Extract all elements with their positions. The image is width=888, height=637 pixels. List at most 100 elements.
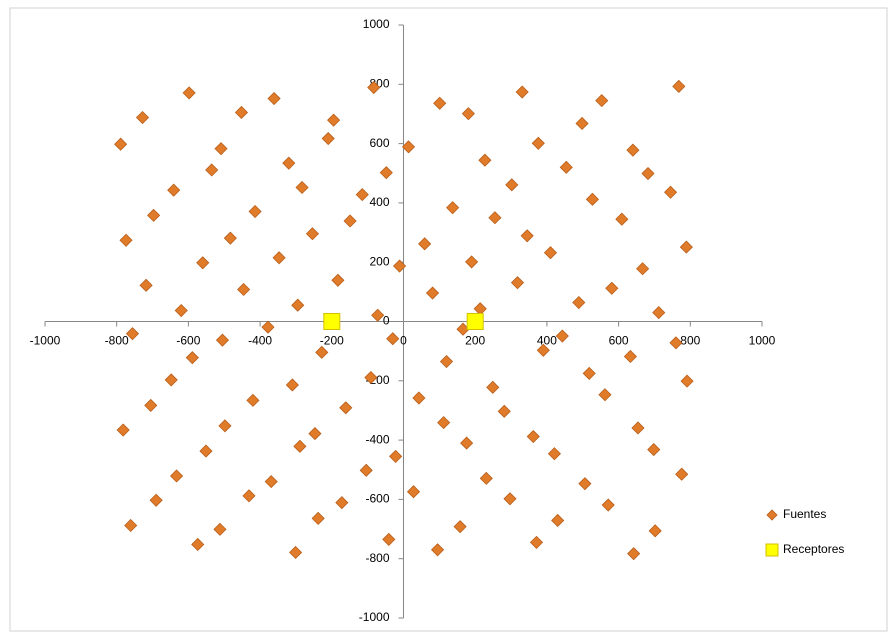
data-point xyxy=(626,143,640,157)
x-tick-label: 600 xyxy=(609,334,629,348)
data-point xyxy=(272,251,286,265)
legend-label: Fuentes xyxy=(783,507,826,521)
data-point xyxy=(679,240,693,254)
data-point xyxy=(248,204,262,219)
data-point xyxy=(164,373,178,387)
data-point xyxy=(371,308,385,322)
data-point xyxy=(595,94,609,108)
data-point xyxy=(585,192,599,206)
data-point xyxy=(641,166,655,181)
data-point xyxy=(167,183,181,197)
data-point xyxy=(680,374,694,388)
x-tick-label: -400 xyxy=(248,334,272,348)
data-point xyxy=(478,153,492,167)
data-point xyxy=(615,212,629,226)
y-tick-label: 200 xyxy=(369,254,389,268)
data-point xyxy=(605,281,619,295)
data-point xyxy=(412,391,426,405)
x-tick-label: 0 xyxy=(400,334,407,348)
data-point xyxy=(196,256,210,270)
legend-label: Receptores xyxy=(783,542,844,556)
data-point xyxy=(430,543,445,557)
data-point xyxy=(119,233,133,247)
data-point xyxy=(461,107,475,121)
data-point xyxy=(379,166,393,180)
x-tick-label: 400 xyxy=(537,334,557,348)
data-point xyxy=(578,477,592,491)
y-tick-label: -400 xyxy=(365,432,389,446)
data-point xyxy=(543,246,558,260)
data-point xyxy=(223,231,237,245)
data-point xyxy=(486,380,500,394)
data-point xyxy=(652,306,666,320)
data-point xyxy=(242,489,256,503)
data-point xyxy=(343,214,357,228)
data-point xyxy=(520,229,534,243)
data-point xyxy=(305,227,320,241)
data-point xyxy=(547,447,561,461)
data-point xyxy=(601,498,615,512)
data-point xyxy=(623,349,637,364)
data-point xyxy=(425,286,440,300)
data-point xyxy=(295,180,309,195)
data-point xyxy=(453,520,467,534)
data-point xyxy=(339,401,353,415)
data-point xyxy=(437,416,451,430)
x-tick-label: 200 xyxy=(465,334,485,348)
data-point xyxy=(446,201,460,215)
data-point xyxy=(382,532,396,546)
data-point xyxy=(505,178,519,192)
data-point xyxy=(392,259,407,273)
data-point xyxy=(234,105,249,120)
data-point xyxy=(327,113,341,127)
data-point xyxy=(139,278,153,292)
data-point xyxy=(664,185,678,199)
data-point xyxy=(135,110,150,125)
data-point xyxy=(466,313,484,330)
data-point xyxy=(214,142,228,156)
data-point xyxy=(510,276,525,290)
data-point xyxy=(125,327,140,341)
x-tick-label: 1000 xyxy=(749,334,776,348)
data-point xyxy=(627,547,641,561)
data-point xyxy=(460,436,474,450)
data-point xyxy=(465,255,479,269)
data-point xyxy=(185,351,199,365)
data-point xyxy=(386,332,400,346)
data-point xyxy=(215,333,230,347)
data-point xyxy=(636,262,650,276)
x-tick-label: -200 xyxy=(320,334,344,348)
x-tick-label: -600 xyxy=(176,334,200,348)
x-tick-label: 800 xyxy=(680,334,700,348)
data-point xyxy=(285,378,299,392)
y-tick-label: -800 xyxy=(365,551,389,565)
y-tick-label: 400 xyxy=(369,195,389,209)
data-point xyxy=(531,136,545,150)
data-point xyxy=(488,211,502,225)
data-point xyxy=(311,511,325,525)
data-point xyxy=(355,188,369,202)
data-point xyxy=(331,273,345,287)
chart-frame xyxy=(9,7,888,632)
data-point xyxy=(264,475,278,489)
data-point xyxy=(149,493,163,507)
data-point xyxy=(323,313,341,330)
data-point xyxy=(551,513,565,528)
data-point xyxy=(367,80,381,95)
data-point xyxy=(647,443,661,457)
legend-marker xyxy=(766,509,778,521)
data-point xyxy=(536,343,550,357)
data-point xyxy=(308,427,322,441)
data-point xyxy=(170,469,184,483)
data-point xyxy=(515,85,529,99)
data-point xyxy=(213,522,227,536)
data-point xyxy=(124,518,138,533)
data-point xyxy=(559,160,573,174)
y-tick-label: -1000 xyxy=(359,610,390,624)
data-point xyxy=(675,467,689,481)
data-point xyxy=(669,336,683,350)
data-point xyxy=(182,86,196,100)
data-point xyxy=(572,295,586,310)
data-point xyxy=(389,449,403,463)
